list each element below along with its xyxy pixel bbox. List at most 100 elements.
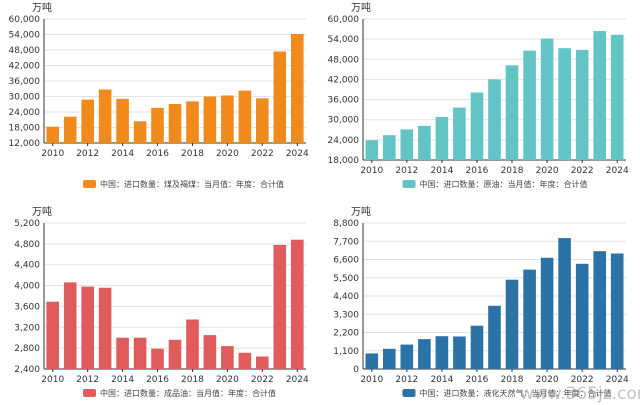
bar-2019 xyxy=(523,269,536,369)
unit-label: 万吨 xyxy=(32,1,52,14)
x-tick-label: 2014 xyxy=(111,149,134,159)
y-tick-label: 24,000 xyxy=(328,136,360,146)
bar-2015 xyxy=(453,107,466,160)
bar-2011 xyxy=(63,116,77,143)
bar-2024 xyxy=(291,239,304,369)
y-tick-label: 60,000 xyxy=(328,15,360,25)
bar-2020 xyxy=(221,95,234,143)
bar-2022 xyxy=(575,263,589,369)
lng-import-chart: 万吨 0 1,100 2,200 3,300 4,400 5,500 6,600 7,700 8,… xyxy=(333,205,629,398)
bar-2012 xyxy=(81,99,94,143)
y-tick-label: 2,800 xyxy=(14,344,40,354)
bar-2011 xyxy=(63,282,77,369)
bar-2015 xyxy=(453,336,466,369)
x-tick-label: 2016 xyxy=(466,166,489,176)
unit-label: 万吨 xyxy=(351,205,371,218)
x-tick-label: 2010 xyxy=(41,375,64,385)
x-tick-label: 2010 xyxy=(41,149,64,159)
y-tick-label: 4,400 xyxy=(333,292,359,302)
x-tick-label: 2020 xyxy=(536,375,559,385)
bar-2015 xyxy=(133,121,147,143)
x-tick-label: 2018 xyxy=(181,149,204,159)
y-tick-label: 3,300 xyxy=(333,310,359,320)
x-tick-label: 2024 xyxy=(286,149,309,159)
y-tick-label: 3,600 xyxy=(14,302,40,312)
x-tick-label: 2018 xyxy=(501,375,524,385)
bar-2021 xyxy=(238,90,252,143)
unit-label: 万吨 xyxy=(32,205,52,218)
y-tick-label: 0 xyxy=(353,365,359,375)
y-tick-label: 2,200 xyxy=(333,329,359,339)
unit-label: 万吨 xyxy=(351,1,371,14)
bar-2013 xyxy=(98,287,112,369)
y-tick-label: 30,000 xyxy=(9,93,41,103)
bar-2022 xyxy=(256,356,269,369)
refined-oil-import-chart: 万吨 2,400 2,800 3,200 3,600 4,000 4,400 4,800 5,2… xyxy=(14,205,309,398)
y-tick-label: 12,000 xyxy=(9,139,41,149)
bar-2012 xyxy=(81,286,94,369)
bar-2012 xyxy=(400,129,414,160)
x-tick-label: 2022 xyxy=(571,375,594,385)
bar-2020 xyxy=(540,257,554,369)
bar-2020 xyxy=(540,38,554,160)
bar-2017 xyxy=(488,79,501,160)
x-tick-label: 2022 xyxy=(251,375,274,385)
x-tick-label: 2016 xyxy=(146,149,169,159)
bar-2021 xyxy=(558,238,571,369)
bar-2023 xyxy=(273,244,287,369)
legend-label: 中国：进口数量：成品油：当月值：年度：合计值 xyxy=(100,388,276,398)
y-tick-label: 8,800 xyxy=(333,219,359,229)
bar-2023 xyxy=(273,51,287,143)
bar-2010 xyxy=(46,126,59,143)
y-tick-label: 36,000 xyxy=(328,96,360,106)
y-tick-label: 1,100 xyxy=(333,347,359,357)
x-tick-label: 2014 xyxy=(430,166,453,176)
bar-2017 xyxy=(488,305,501,369)
bar-2014 xyxy=(116,337,129,369)
legend-label: 中国：进口数量：液化天然气：当月值：年度：合计值 xyxy=(420,388,612,398)
bar-2011 xyxy=(383,348,396,369)
y-tick-label: 42,000 xyxy=(9,62,41,72)
x-tick-label: 2018 xyxy=(501,166,524,176)
bar-2023 xyxy=(593,251,606,369)
x-tick-label: 2024 xyxy=(606,166,629,176)
y-tick-label: 4,400 xyxy=(14,261,40,271)
bar-2018 xyxy=(505,279,519,369)
x-tick-label: 2024 xyxy=(606,375,629,385)
bar-2011 xyxy=(383,135,396,160)
legend-swatch xyxy=(402,180,416,188)
watermark-text: www.365jz.com xyxy=(520,384,640,404)
bar-2010 xyxy=(365,353,379,369)
y-tick-label: 36,000 xyxy=(9,77,41,87)
x-tick-label: 2016 xyxy=(466,375,489,385)
coal-import-chart: 万吨 12,000 18,000 24,000 30,000 36,000 42,000 48… xyxy=(9,1,309,189)
x-tick-label: 2018 xyxy=(181,375,204,385)
y-tick-label: 42,000 xyxy=(328,75,360,85)
y-tick-label: 48,000 xyxy=(328,55,360,65)
y-tick-label: 54,000 xyxy=(328,35,360,45)
bar-2014 xyxy=(435,336,449,369)
bar-2022 xyxy=(575,49,589,160)
y-tick-label: 5,200 xyxy=(14,219,40,229)
y-tick-label: 60,000 xyxy=(9,15,41,25)
x-tick-label: 2012 xyxy=(76,375,99,385)
legend-label: 中国：进口数量：原油：当月值：年度：合计值 xyxy=(420,179,588,189)
bar-2017 xyxy=(168,339,182,369)
x-tick-label: 2024 xyxy=(286,375,309,385)
bar-2013 xyxy=(98,89,112,143)
bar-2018 xyxy=(505,65,519,160)
bar-2019 xyxy=(523,50,536,160)
bar-2016 xyxy=(151,348,164,369)
y-tick-label: 24,000 xyxy=(9,108,41,118)
x-tick-label: 2020 xyxy=(216,149,239,159)
bar-2024 xyxy=(610,34,624,160)
bar-2024 xyxy=(610,253,624,369)
bar-2024 xyxy=(291,34,304,143)
y-tick-label: 54,000 xyxy=(9,31,41,41)
x-tick-label: 2020 xyxy=(536,166,559,176)
bar-2013 xyxy=(418,125,431,160)
x-tick-label: 2022 xyxy=(251,149,274,159)
y-tick-label: 4,800 xyxy=(14,240,40,250)
bar-2021 xyxy=(558,48,571,161)
